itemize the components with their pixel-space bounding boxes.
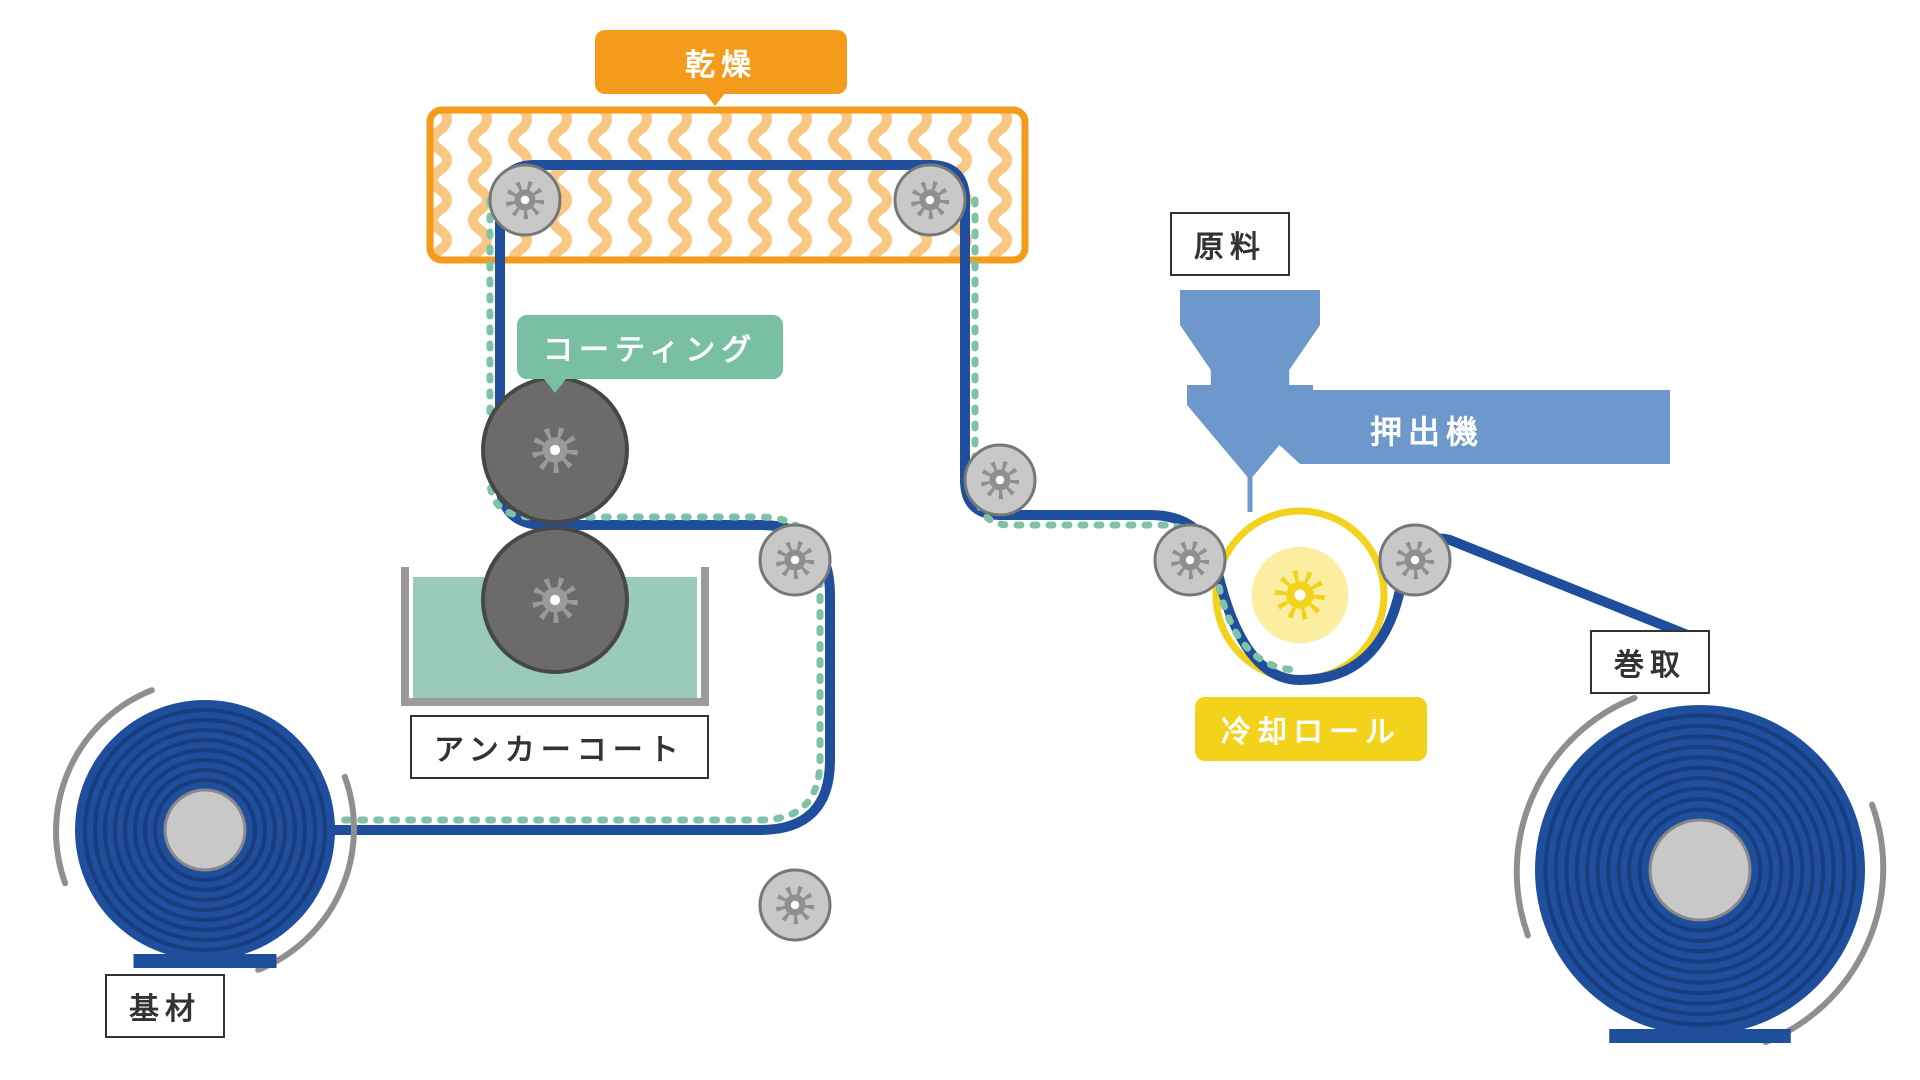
windup-reel bbox=[1517, 698, 1883, 1043]
extruder-label-text: 押出機 bbox=[1370, 407, 1484, 453]
coating-label-pointer bbox=[541, 375, 569, 393]
substrate-label: 基材 bbox=[105, 974, 225, 1038]
anchor-coat-label: アンカーコート bbox=[410, 715, 709, 779]
windup-label: 巻取 bbox=[1590, 630, 1710, 694]
drying-label-pill: 乾燥 bbox=[595, 30, 847, 94]
drying-label-pointer bbox=[701, 88, 729, 106]
chill-roll-label-pill: 冷却ロール bbox=[1195, 697, 1427, 761]
raw-material-label: 原料 bbox=[1170, 212, 1290, 276]
unwind-reel bbox=[56, 690, 354, 970]
coating-label-pill: コーティング bbox=[517, 315, 783, 379]
